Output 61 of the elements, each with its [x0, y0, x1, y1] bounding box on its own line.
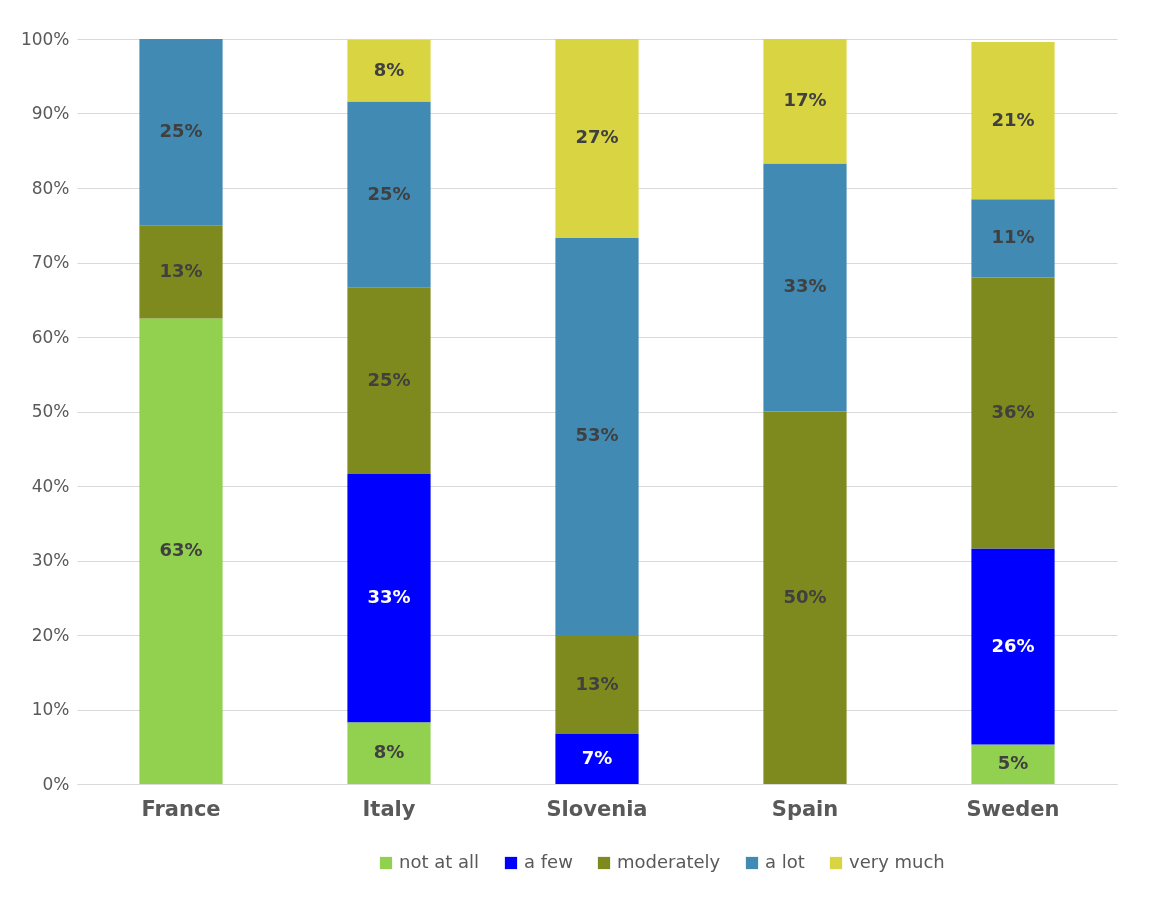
y-tick-label: 90% [31, 103, 70, 123]
bar [971, 199, 1055, 278]
bar [971, 41, 1055, 200]
data-label: 25% [367, 182, 411, 204]
bar [347, 722, 431, 784]
bar [139, 225, 223, 319]
legend-label: very much [849, 851, 945, 872]
bar [555, 39, 639, 238]
bar [971, 548, 1055, 745]
y-tick-label: 60% [31, 326, 70, 347]
data-label: 36% [991, 400, 1035, 422]
legend-label: a few [524, 851, 573, 872]
data-label: 17% [783, 89, 827, 111]
data-label: 27% [575, 126, 619, 148]
data-label: 50% [783, 585, 827, 607]
bar [763, 39, 847, 164]
bar [555, 237, 639, 635]
data-label: 13% [159, 259, 203, 281]
bar [971, 277, 1055, 549]
bar [347, 39, 431, 102]
bar [139, 39, 223, 226]
data-label: 63% [159, 539, 203, 561]
bar [971, 744, 1055, 784]
data-label: 11% [991, 226, 1035, 248]
data-label: 26% [991, 634, 1035, 656]
data-label: 7% [581, 747, 613, 769]
data-label: 8% [373, 58, 405, 80]
data-label: 13% [575, 672, 619, 694]
data-label: 25% [367, 368, 411, 390]
y-tick-label: 30% [31, 550, 70, 570]
x-tick-label: Italy [362, 796, 416, 821]
y-tick-label: 50% [31, 401, 70, 421]
bar [347, 287, 431, 475]
bar [347, 101, 431, 288]
bar [347, 474, 431, 723]
bar [763, 163, 847, 412]
y-tick-label: 10% [31, 699, 70, 719]
bar [763, 411, 847, 784]
y-tick-label: 80% [31, 177, 70, 198]
data-label: 8% [373, 741, 405, 763]
data-label: 33% [367, 586, 411, 608]
y-tick-label: 40% [31, 475, 70, 496]
y-tick-label: 20% [31, 624, 70, 645]
data-label: 53% [575, 424, 619, 446]
legend-label: a lot [765, 851, 805, 872]
data-label: 25% [159, 120, 203, 142]
bar [555, 734, 639, 784]
data-label: 33% [783, 275, 827, 297]
data-label: 21% [991, 108, 1035, 130]
bar [139, 318, 223, 784]
data-label: 5% [997, 752, 1029, 774]
x-tick-label: France [141, 796, 221, 821]
x-tick-label: Sweden [966, 796, 1060, 821]
legend-label: not at all [399, 851, 480, 872]
x-tick-label: Slovenia [546, 796, 648, 821]
legend-label: moderately [617, 851, 721, 872]
bar [555, 635, 639, 735]
y-tick-label: 100% [20, 28, 70, 49]
x-tick-label: Spain [771, 796, 839, 821]
y-tick-label: 70% [31, 252, 70, 272]
y-tick-label: 0% [42, 773, 70, 794]
